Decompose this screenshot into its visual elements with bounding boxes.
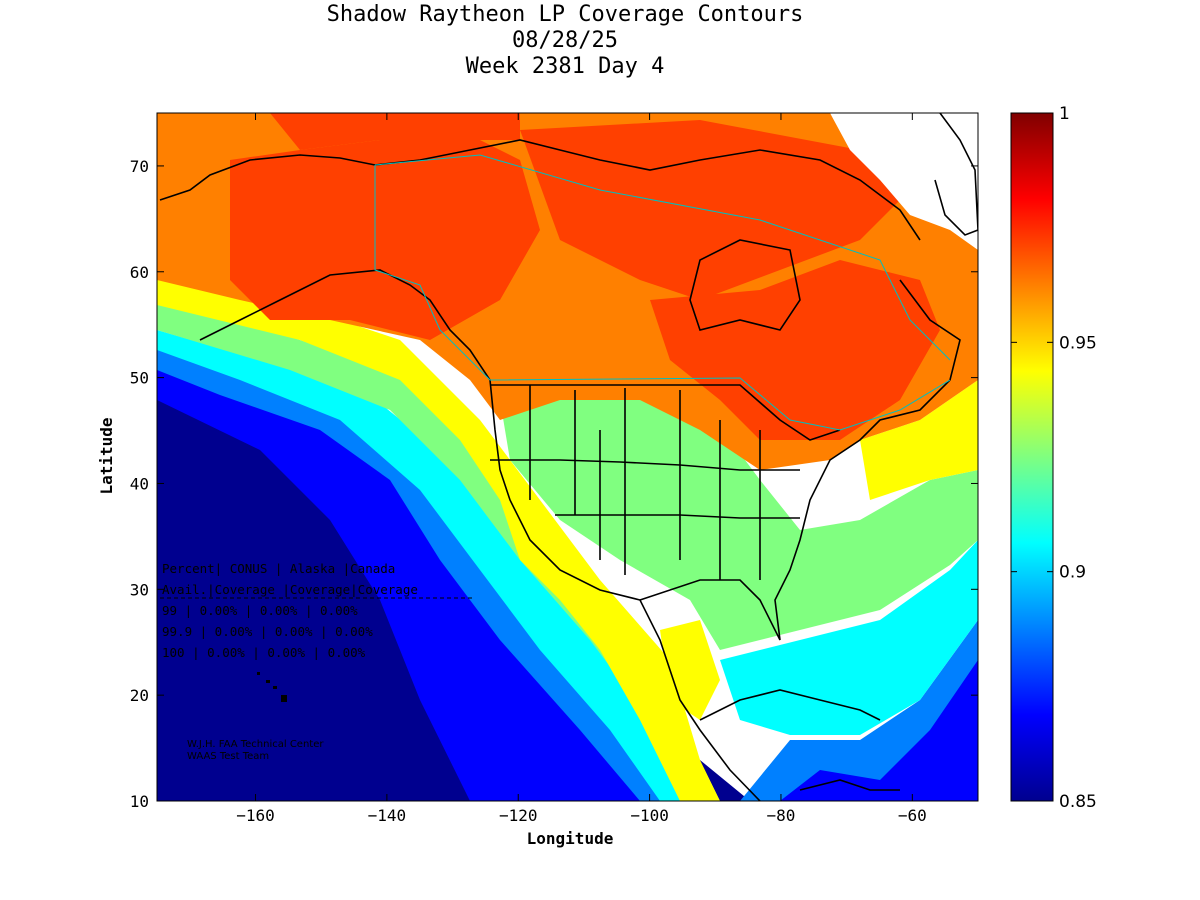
table-header-1: Percent| CONUS | Alaska |Canada (162, 561, 395, 576)
colorbar-tick-label: 0.95 (1059, 333, 1097, 353)
table-row: 99 | 0.00% | 0.00% | 0.00% (162, 603, 358, 618)
map-date: 08/28/25 (512, 28, 618, 53)
y-tick-label: 30 (130, 580, 149, 599)
coverage-contours (157, 113, 978, 801)
table-row: 99.9 | 0.00% | 0.00% | 0.00% (162, 624, 373, 639)
x-tick-label: −80 (767, 806, 796, 825)
colorbar-tick-label: 1 (1059, 104, 1070, 124)
x-tick-label: −120 (499, 806, 538, 825)
y-axis-label: Latitude (97, 417, 116, 494)
coverage-table: Percent| CONUS | Alaska |Canada Avail.|C… (160, 561, 475, 660)
x-tick-label: −160 (236, 806, 275, 825)
colorbar-ticks: 1 0.95 0.9 0.85 (1011, 104, 1097, 812)
coastlines (159, 113, 978, 801)
y-tick-label: 50 (130, 369, 149, 388)
plot-frame (156, 112, 979, 802)
credit-line-2: WAAS Test Team (187, 751, 269, 762)
y-tick-label: 20 (130, 686, 149, 705)
table-header-2: Avail.|Coverage |Coverage|Coverage (162, 582, 418, 597)
colorbar-tick-label: 0.85 (1059, 792, 1097, 812)
credit-line-1: W.J.H. FAA Technical Center (187, 739, 324, 750)
y-tick-label: 60 (130, 263, 149, 282)
colorbar (1010, 112, 1054, 802)
x-axis-label: Longitude (527, 829, 614, 848)
colorbar-tick-label: 0.9 (1059, 563, 1086, 583)
y-axis: 10 20 30 40 50 60 70 (130, 157, 978, 811)
table-row: 100 | 0.00% | 0.00% | 0.00% (162, 645, 366, 660)
y-tick-label: 40 (130, 474, 149, 493)
map-title: Shadow Raytheon LP Coverage Contours (326, 2, 804, 27)
y-tick-label: 10 (130, 792, 149, 811)
region-borders (374, 154, 951, 431)
map-week-day: Week 2381 Day 4 (465, 54, 665, 79)
x-tick-label: −140 (368, 806, 407, 825)
x-tick-label: −60 (898, 806, 927, 825)
x-axis: −160 −140 −120 −100 −80 −60 (236, 113, 927, 825)
y-tick-label: 70 (130, 157, 149, 176)
hawaii-islands (257, 672, 287, 702)
x-tick-label: −100 (630, 806, 669, 825)
